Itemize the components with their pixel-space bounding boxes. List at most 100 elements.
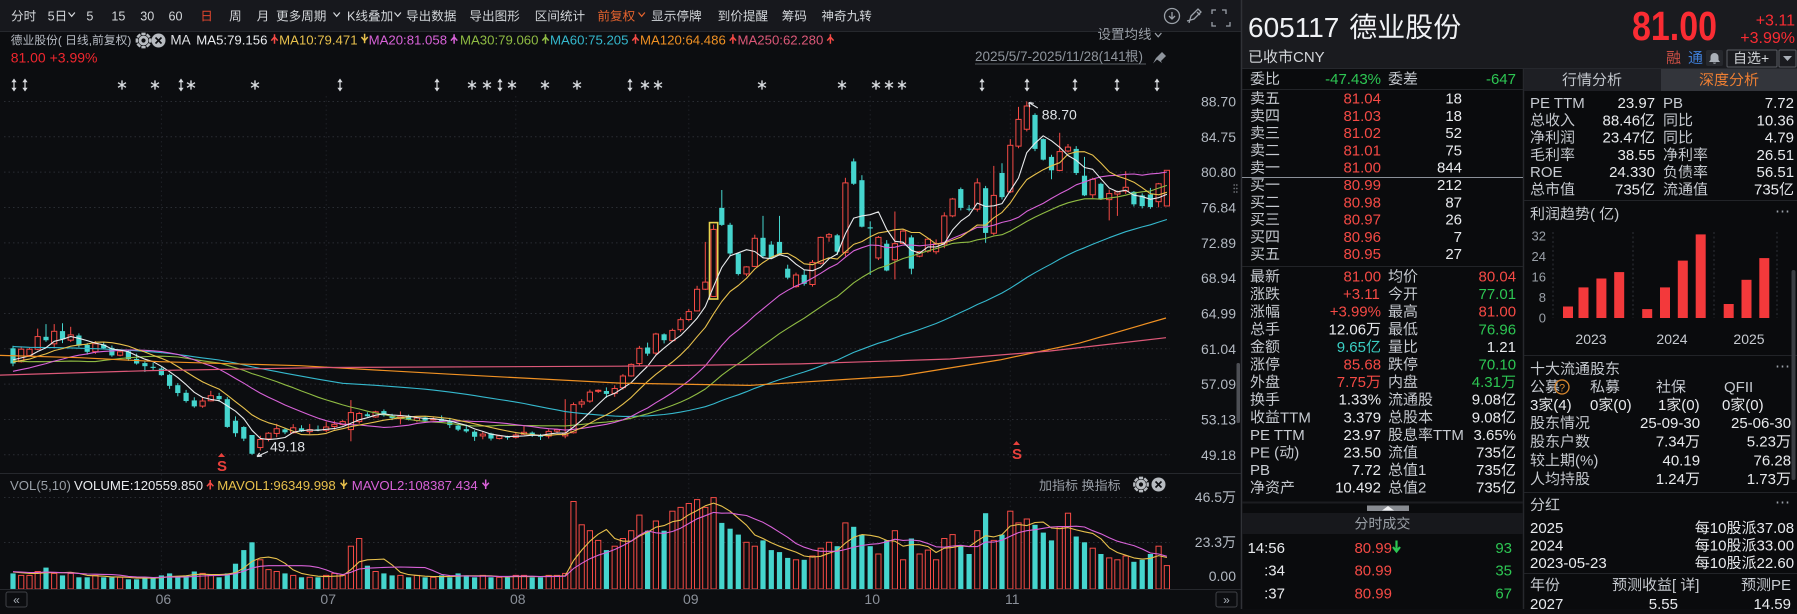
svg-text:605117: 605117 <box>1248 12 1339 43</box>
svg-text:]: ] <box>1695 577 1699 594</box>
svg-text:ROE: ROE <box>1530 164 1563 181</box>
svg-text:+3.11: +3.11 <box>1756 13 1795 30</box>
svg-text:PB: PB <box>1663 95 1683 112</box>
svg-text:15: 15 <box>111 10 125 24</box>
svg-text:9.08: 9.08 <box>1472 392 1501 409</box>
svg-text:PE (: PE ( <box>1250 445 1279 462</box>
svg-text:61.04: 61.04 <box>1201 341 1236 357</box>
svg-text:VOLUME:120559.850: VOLUME:120559.850 <box>74 478 203 493</box>
svg-text:23.97: 23.97 <box>1344 427 1382 444</box>
svg-text:(0): (0) <box>1681 397 1699 414</box>
svg-text:22.60: 22.60 <box>1757 555 1795 572</box>
svg-text:06: 06 <box>156 591 172 607</box>
svg-text:88.70: 88.70 <box>1201 94 1236 110</box>
svg-text:75: 75 <box>1445 142 1462 159</box>
svg-text:84.75: 84.75 <box>1201 129 1236 145</box>
svg-text:88.46: 88.46 <box>1603 112 1641 129</box>
svg-text:30: 30 <box>140 10 154 24</box>
svg-text:): ) <box>127 33 131 47</box>
svg-text:64.99: 64.99 <box>1201 306 1236 322</box>
svg-text:2025: 2025 <box>1530 520 1563 537</box>
svg-text:1: 1 <box>1418 462 1426 479</box>
svg-text:80.97: 80.97 <box>1343 212 1381 229</box>
svg-text:5.55: 5.55 <box>1649 596 1678 609</box>
svg-text:4.31: 4.31 <box>1472 374 1501 391</box>
svg-text:07: 07 <box>320 591 336 607</box>
svg-text:81.01: 81.01 <box>1343 142 1381 159</box>
svg-text:10: 10 <box>1710 555 1727 572</box>
svg-text:2: 2 <box>1418 480 1426 497</box>
svg-text::37: :37 <box>1264 585 1285 602</box>
svg-text:3.65%: 3.65% <box>1474 427 1517 444</box>
svg-text:⋯: ⋯ <box>1775 494 1790 511</box>
svg-text:81.00: 81.00 <box>1632 3 1717 49</box>
svg-text:MA60:75.205: MA60:75.205 <box>550 32 628 47</box>
svg-text:18: 18 <box>1445 108 1462 125</box>
svg-text:81.00: 81.00 <box>1479 304 1517 321</box>
svg-text:(%): (%) <box>1575 452 1598 469</box>
svg-text:09: 09 <box>683 591 699 607</box>
svg-text:10: 10 <box>1710 520 1727 537</box>
svg-text:26: 26 <box>1445 212 1462 229</box>
svg-text:57.09: 57.09 <box>1201 376 1236 392</box>
svg-text:735: 735 <box>1476 445 1501 462</box>
svg-text:MAVOL2:108387.434: MAVOL2:108387.434 <box>352 478 478 493</box>
svg-text:-47.43%: -47.43% <box>1325 71 1381 88</box>
svg-text:23.97: 23.97 <box>1618 95 1656 112</box>
svg-text:35: 35 <box>1495 563 1512 580</box>
svg-text:87: 87 <box>1445 194 1462 211</box>
svg-text:70.10: 70.10 <box>1479 357 1517 374</box>
svg-text:MA5:79.156: MA5:79.156 <box>196 32 267 47</box>
svg-text:(4): (4) <box>1553 397 1571 414</box>
svg-text:27: 27 <box>1445 246 1462 263</box>
svg-text:25-09-30: 25-09-30 <box>1640 415 1700 432</box>
svg-text:PE TTM: PE TTM <box>1530 95 1585 112</box>
svg-text:10: 10 <box>864 591 880 607</box>
svg-text:735: 735 <box>1476 462 1501 479</box>
svg-text:(0): (0) <box>1613 397 1631 414</box>
svg-text:80.99: 80.99 <box>1343 177 1381 194</box>
svg-text:8: 8 <box>1539 290 1546 305</box>
svg-text:16: 16 <box>1532 270 1546 285</box>
svg-text:24.330: 24.330 <box>1609 164 1655 181</box>
svg-text:76.84: 76.84 <box>1201 200 1236 216</box>
svg-text:735: 735 <box>1615 182 1640 199</box>
svg-text:49.18: 49.18 <box>270 439 305 455</box>
svg-text:7.34: 7.34 <box>1656 434 1685 451</box>
svg-text:7.75: 7.75 <box>1337 374 1366 391</box>
svg-text:46.5: 46.5 <box>1195 489 1222 505</box>
svg-text:2024: 2024 <box>1656 331 1687 347</box>
svg-text:MAVOL1:96349.998: MAVOL1:96349.998 <box>217 478 336 493</box>
svg-text:5: 5 <box>86 10 93 24</box>
svg-text:4.79: 4.79 <box>1765 130 1794 147</box>
svg-text:0.00: 0.00 <box>1209 568 1236 584</box>
svg-text:9.65: 9.65 <box>1337 339 1366 356</box>
svg-text:24: 24 <box>1532 249 1546 264</box>
svg-text:68.94: 68.94 <box>1201 270 1236 286</box>
svg-text:0: 0 <box>1722 397 1730 414</box>
svg-text:18: 18 <box>1445 91 1462 108</box>
svg-text:81.03: 81.03 <box>1343 108 1381 125</box>
svg-text:844: 844 <box>1437 160 1462 177</box>
svg-text:5: 5 <box>48 10 55 24</box>
svg-text:+3.99%: +3.99% <box>1740 30 1795 47</box>
svg-text:80.99: 80.99 <box>1354 540 1392 557</box>
svg-text:88.70: 88.70 <box>1042 107 1077 123</box>
svg-text::34: :34 <box>1264 563 1285 580</box>
svg-text:S: S <box>217 458 227 475</box>
svg-text:12.06: 12.06 <box>1329 321 1367 338</box>
svg-text:76.28: 76.28 <box>1754 452 1792 469</box>
svg-text:81.00 +3.99%: 81.00 +3.99% <box>11 50 98 66</box>
svg-text:10.36: 10.36 <box>1757 112 1795 129</box>
svg-text:33.00: 33.00 <box>1757 538 1795 555</box>
svg-text:MA250:62.280: MA250:62.280 <box>738 32 824 47</box>
svg-text:67: 67 <box>1495 585 1512 602</box>
svg-text:2024: 2024 <box>1530 538 1563 555</box>
svg-text:80.95: 80.95 <box>1343 246 1381 263</box>
svg-text:): ) <box>1139 49 1144 64</box>
svg-text:3: 3 <box>1530 397 1538 414</box>
svg-text:K: K <box>347 10 356 24</box>
svg-text:80.98: 80.98 <box>1343 194 1381 211</box>
svg-text:735: 735 <box>1476 480 1501 497</box>
svg-text:14:56: 14:56 <box>1247 540 1285 557</box>
